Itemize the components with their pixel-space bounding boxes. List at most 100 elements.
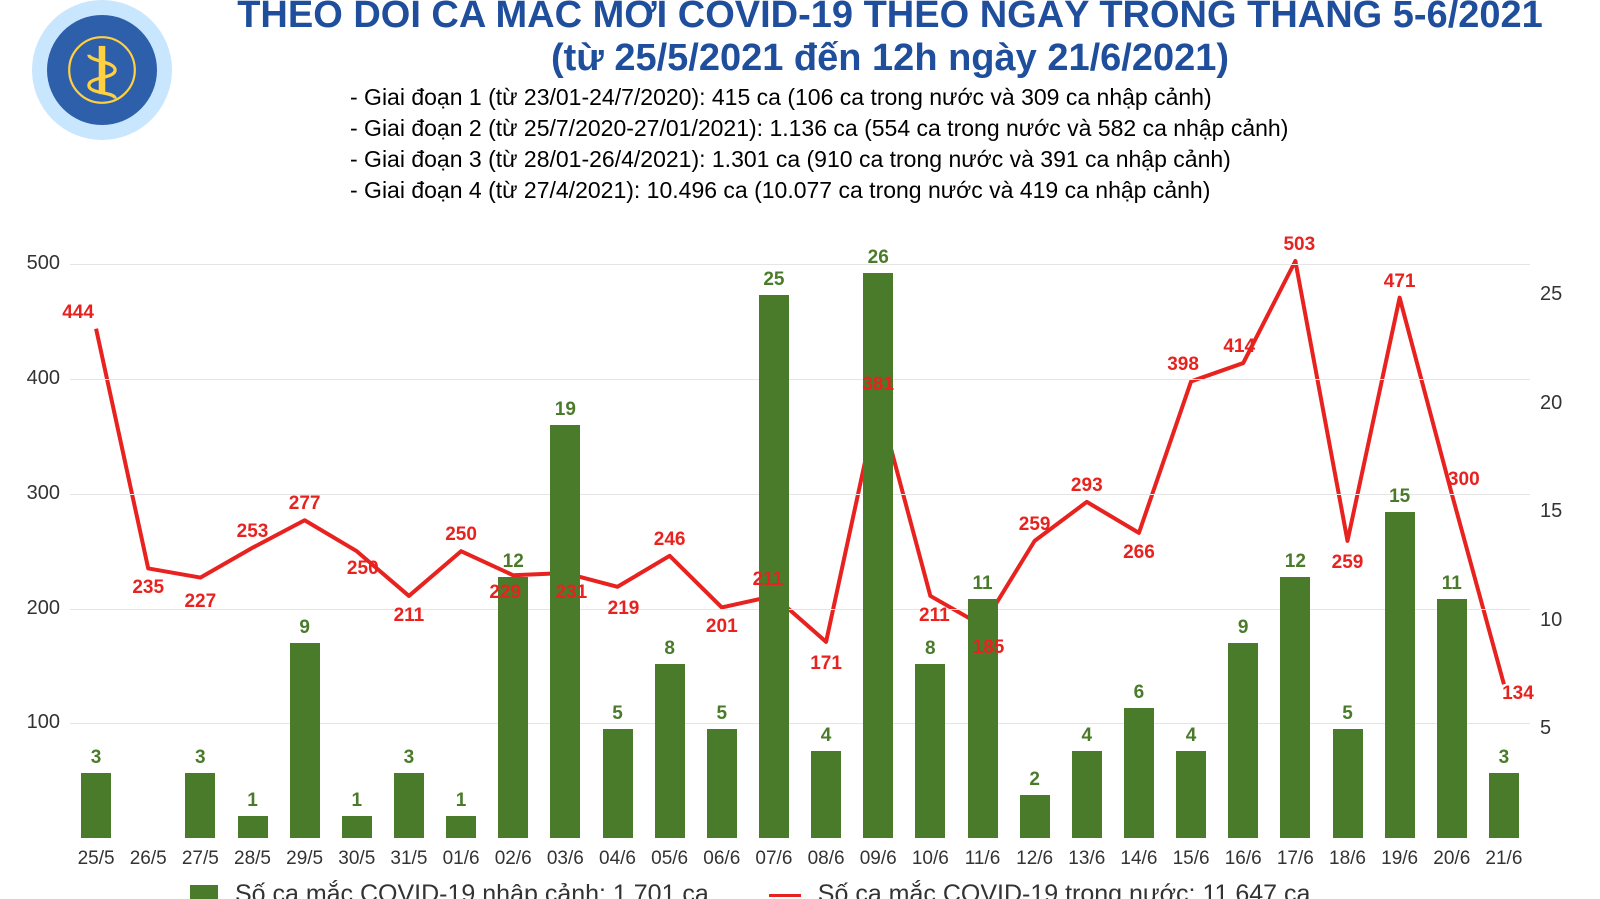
x-tick: 20/6 [1428,848,1476,870]
x-tick: 08/6 [802,848,850,870]
bar [863,273,893,838]
bar [550,425,580,838]
line-value-label: 185 [973,637,1005,659]
bar [1385,512,1415,838]
legend: Số ca mắc COVID-19 nhập cảnh: 1.701 ca S… [190,880,1500,899]
bar [1072,751,1102,838]
line-value-label: 211 [394,605,425,627]
bar [1489,773,1519,838]
bar-swatch [190,885,218,899]
bar-value-label: 11 [963,573,1003,595]
x-tick: 26/5 [124,848,172,870]
x-tick: 11/6 [959,848,1007,870]
y-right-tick: 5 [1540,717,1600,740]
x-tick: 17/6 [1271,848,1319,870]
bar-value-label: 3 [180,747,220,769]
bar [81,773,111,838]
x-tick: 25/5 [72,848,120,870]
bar [655,664,685,838]
bar-value-label: 3 [389,747,429,769]
bar-value-label: 9 [1223,617,1263,639]
legend-bar-label: Số ca mắc COVID-19 nhập cảnh: 1.701 ca [235,880,709,899]
ministry-logo [32,0,172,140]
bar [1176,751,1206,838]
line-value-label: 246 [654,529,686,551]
line-value-label: 211 [919,605,950,627]
legend-bar: Số ca mắc COVID-19 nhập cảnh: 1.701 ca [190,880,709,899]
line-value-label: 259 [1332,552,1364,574]
line-value-label: 211 [753,569,784,591]
line-value-label: 171 [810,653,842,675]
y-left-tick: 200 [0,597,60,620]
line-value-label: 201 [706,616,738,638]
line-value-label: 250 [445,524,477,546]
ministry-logo-inner [47,15,157,125]
x-tick: 10/6 [906,848,954,870]
y-left-tick: 400 [0,367,60,390]
legend-line: Số ca mắc COVID-19 trong nước: 11.647 ca [769,880,1311,899]
title-line-2: (từ 25/5/2021 đến 12h ngày 21/6/2021) [200,37,1580,80]
covid-chart: 10020030040050051015202525/526/527/528/5… [0,230,1600,880]
line-value-label: 381 [862,374,894,396]
x-tick: 16/6 [1219,848,1267,870]
x-tick: 14/6 [1115,848,1163,870]
note-4: - Giai đoạn 4 (từ 27/4/2021): 10.496 ca … [350,175,1500,206]
bar-value-label: 15 [1380,486,1420,508]
bar [1020,795,1050,838]
bar-value-label: 9 [285,617,325,639]
bar [238,816,268,838]
legend-line-label: Số ca mắc COVID-19 trong nước: 11.647 ca [818,880,1311,899]
bar [968,599,998,838]
x-tick: 19/6 [1376,848,1424,870]
phase-notes: - Giai đoạn 1 (từ 23/01-24/7/2020): 415 … [350,82,1500,206]
line-value-label: 227 [184,591,216,613]
y-right-tick: 10 [1540,609,1600,632]
bar [915,664,945,838]
bar-value-label: 5 [702,703,742,725]
x-tick: 15/6 [1167,848,1215,870]
bar [1437,599,1467,838]
bar-value-label: 5 [1328,703,1368,725]
line-value-label: 250 [347,558,379,580]
note-3: - Giai đoạn 3 (từ 28/01-26/4/2021): 1.30… [350,144,1500,175]
y-left-tick: 300 [0,482,60,505]
bar [707,729,737,838]
x-tick: 05/6 [646,848,694,870]
line-value-label: 134 [1502,683,1534,705]
x-tick: 01/6 [437,848,485,870]
line-value-label: 300 [1448,469,1480,491]
bar [1228,643,1258,838]
bar-value-label: 12 [493,551,533,573]
line-value-label: 253 [237,521,269,543]
x-tick: 13/6 [1063,848,1111,870]
bar [498,577,528,838]
bar [811,751,841,838]
bar [759,295,789,838]
bar-value-label: 3 [1484,747,1524,769]
bar-value-label: 26 [858,247,898,269]
line-value-label: 444 [62,302,94,324]
bar-value-label: 12 [1275,551,1315,573]
x-tick: 07/6 [750,848,798,870]
bar-value-label: 3 [76,747,116,769]
bar-value-label: 5 [598,703,638,725]
x-tick: 09/6 [854,848,902,870]
line-value-label: 293 [1071,475,1103,497]
x-tick: 30/5 [333,848,381,870]
line-value-label: 259 [1019,514,1051,536]
bar-value-label: 19 [545,399,585,421]
x-tick: 21/6 [1480,848,1528,870]
bar [1124,708,1154,838]
bar [446,816,476,838]
bar [185,773,215,838]
x-tick: 12/6 [1011,848,1059,870]
y-left-tick: 500 [0,252,60,275]
bar-value-label: 8 [650,638,690,660]
bar [603,729,633,838]
x-tick: 28/5 [229,848,277,870]
caduceus-icon [67,35,137,105]
bar-value-label: 4 [1171,725,1211,747]
bar [1333,729,1363,838]
x-tick: 03/6 [541,848,589,870]
note-1: - Giai đoạn 1 (từ 23/01-24/7/2020): 415 … [350,82,1500,113]
